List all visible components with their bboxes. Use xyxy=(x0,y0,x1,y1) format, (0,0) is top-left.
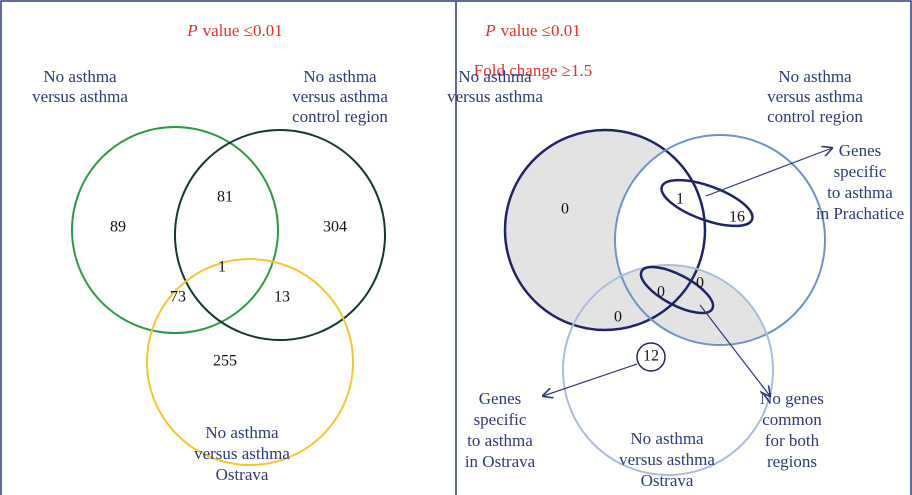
set-circle xyxy=(146,258,354,466)
highlight-circle xyxy=(636,342,666,372)
text-line: No asthma xyxy=(630,429,704,448)
region-count: 73 xyxy=(170,289,186,306)
text-line: control region xyxy=(767,107,863,126)
region-count: 0 xyxy=(657,284,665,301)
text-line: regions xyxy=(767,452,817,471)
note: Genes specific to asthma in Prachatice xyxy=(816,141,904,223)
text-line: value ≤0.01 xyxy=(501,21,581,40)
region-count: 0 xyxy=(614,309,622,326)
region-count: 304 xyxy=(323,219,347,236)
text-line: No asthma xyxy=(43,67,117,86)
region-count: 1 xyxy=(676,191,684,208)
region-count: 0 xyxy=(561,201,569,218)
text-line: versus asthma xyxy=(619,450,715,469)
set-label: No asthma versus asthma xyxy=(447,67,543,106)
note: No genes common for both regions xyxy=(760,389,824,471)
text-line: versus asthma xyxy=(447,87,543,106)
text-line: No asthma xyxy=(303,67,377,86)
set-circle xyxy=(503,128,707,332)
text-line: Ostrava xyxy=(641,471,694,490)
set-label: No asthma versus asthma Ostrava xyxy=(619,429,715,490)
text-line: to asthma xyxy=(467,431,533,450)
set-circle xyxy=(71,126,279,334)
text-line: in Ostrava xyxy=(465,452,536,471)
text-line: versus asthma xyxy=(292,87,388,106)
note: Genes specific to asthma in Ostrava xyxy=(465,389,536,471)
text-line: to asthma xyxy=(827,183,893,202)
text-line: specific xyxy=(834,162,887,181)
highlight-ellipse xyxy=(660,178,754,228)
set-circle xyxy=(174,129,386,341)
region-count: 1 xyxy=(218,259,226,276)
text-line: No asthma xyxy=(205,423,279,442)
text-line: in Prachatice xyxy=(816,204,904,223)
text-line: Genes xyxy=(479,389,521,408)
set-label: No asthma versus asthma control region xyxy=(292,67,388,126)
text-line: control region xyxy=(292,107,388,126)
arrow xyxy=(705,148,832,197)
arrow xyxy=(699,304,770,396)
set-circle xyxy=(562,264,774,476)
highlight-ellipse xyxy=(639,265,715,315)
region-count: 0 xyxy=(696,275,704,292)
text-line: versus asthma xyxy=(194,444,290,463)
region-count: 255 xyxy=(213,353,237,370)
text-line: P xyxy=(186,21,197,40)
text-line: No asthma xyxy=(778,67,852,86)
text-line: versus asthma xyxy=(32,87,128,106)
text-line: value ≤0.01 xyxy=(203,21,283,40)
arrow xyxy=(543,363,638,396)
text-line: Ostrava xyxy=(216,465,269,484)
set-label: No asthma versus asthma Ostrava xyxy=(194,423,290,484)
region-count: 89 xyxy=(110,219,126,236)
text-line: P xyxy=(484,21,495,40)
region-count: 13 xyxy=(274,289,290,306)
set-label: No asthma versus asthma control region xyxy=(767,67,863,126)
subheader: Fold change ≥1.5 xyxy=(474,61,592,80)
text-line: specific xyxy=(474,410,527,429)
set-label: No asthma versus asthma xyxy=(32,67,128,106)
text-line: for both xyxy=(765,431,820,450)
text-line: No asthma xyxy=(458,67,532,86)
text-line: No genes xyxy=(760,389,824,408)
region-count: 16 xyxy=(729,209,745,226)
region-count: 81 xyxy=(217,189,233,206)
set-circle xyxy=(614,134,826,346)
text-line: versus asthma xyxy=(767,87,863,106)
text-line: common xyxy=(762,410,822,429)
text-line: Genes xyxy=(839,141,881,160)
region-count: 12 xyxy=(643,348,659,365)
